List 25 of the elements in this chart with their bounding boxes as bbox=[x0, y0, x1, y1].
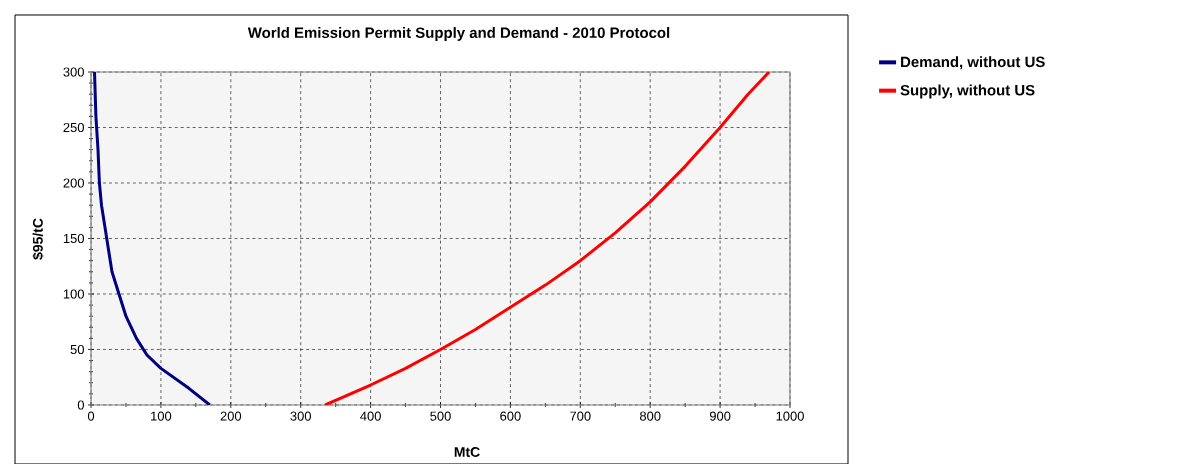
y-tick-label: 250 bbox=[63, 122, 84, 133]
line-series bbox=[93, 71, 212, 405]
legend-label: Demand, without US bbox=[901, 56, 1045, 70]
y-tick-label: 150 bbox=[63, 233, 84, 244]
x-tick-label: 400 bbox=[360, 411, 381, 421]
x-tick-label: 700 bbox=[570, 411, 591, 421]
y-tick-label: 300 bbox=[63, 67, 84, 77]
y-tick-label: 50 bbox=[70, 344, 84, 355]
x-tick-label: 200 bbox=[220, 411, 242, 421]
x-tick-label: 100 bbox=[151, 411, 172, 421]
line-series bbox=[323, 71, 771, 405]
legend-label: Supply, without US bbox=[900, 84, 1035, 99]
y-tick-label: 0 bbox=[77, 400, 84, 410]
x-axis-title: MtC bbox=[454, 447, 480, 457]
x-tick-label: 600 bbox=[500, 411, 521, 421]
x-tick-label: 1000 bbox=[776, 411, 804, 421]
y-axis-title: $95/tC bbox=[32, 218, 44, 260]
chart-title: World Emission Permit Supply and Demand - 2010 Protocol bbox=[247, 27, 670, 41]
x-tick-label: 300 bbox=[290, 411, 312, 421]
y-tick-label: 200 bbox=[63, 178, 84, 188]
x-tick-label: 800 bbox=[639, 411, 661, 421]
x-tick-label: 0 bbox=[87, 411, 95, 421]
y-tick-label: 100 bbox=[63, 289, 84, 299]
x-tick-label: 500 bbox=[430, 411, 451, 421]
x-tick-label: 900 bbox=[709, 411, 731, 421]
